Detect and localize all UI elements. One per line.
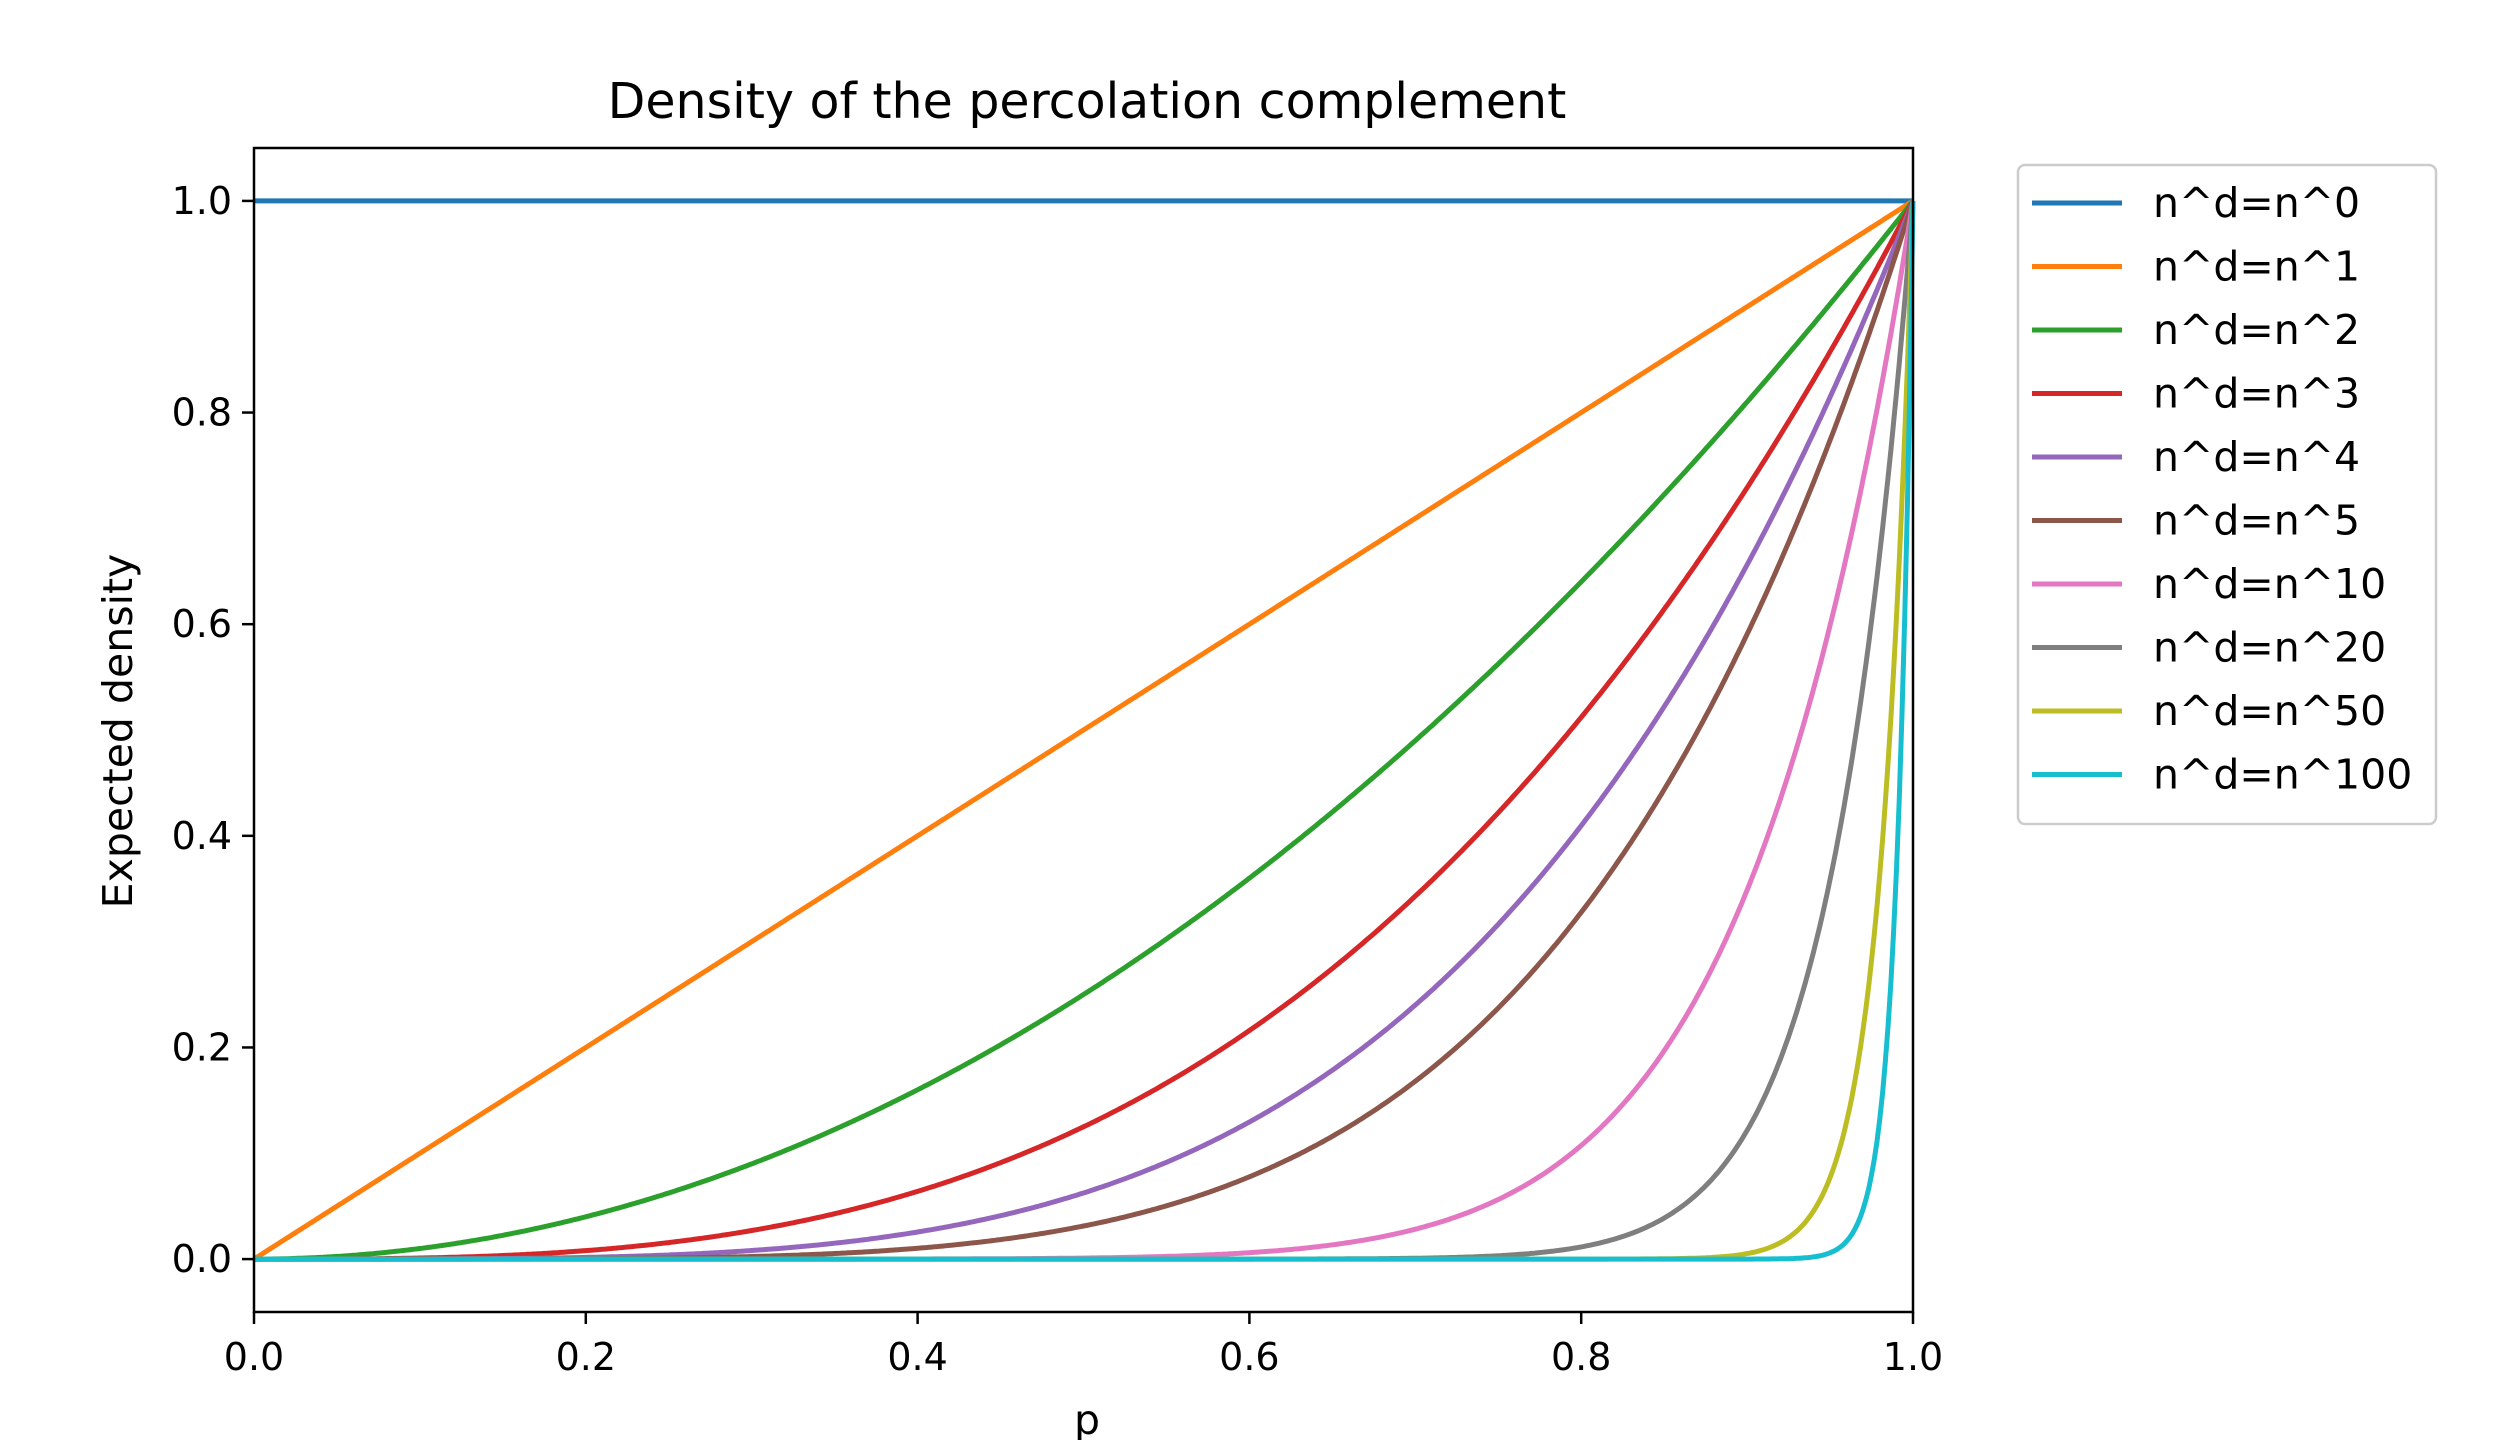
legend-label: n^d=n^50 <box>2153 687 2386 735</box>
series-line-2 <box>254 199 1915 1262</box>
x-tick-label: 0.6 <box>1219 1335 1279 1379</box>
x-tick-label: 0.8 <box>1551 1335 1611 1379</box>
legend-label: n^d=n^1 <box>2153 243 2360 291</box>
legend: n^d=n^0 n^d=n^1 n^d=n^2 n^d=n^3 n^d=n^4 n^d=n… <box>2016 163 2438 826</box>
x-tick-label: 0.2 <box>556 1335 616 1379</box>
y-tick-label: 0.8 <box>172 391 232 435</box>
plot-frame <box>252 146 1915 1314</box>
legend-label: n^d=n^3 <box>2153 370 2360 418</box>
y-tick-label: 1.0 <box>172 179 232 223</box>
x-tick-label: 0.4 <box>887 1335 947 1379</box>
series-line-9 <box>254 200 1916 1262</box>
legend-label: n^d=n^5 <box>2153 497 2360 545</box>
y-tick-label: 0.4 <box>172 814 232 858</box>
x-axis: 0.0 0.2 0.4 0.6 0.8 1.0 <box>224 1312 1943 1379</box>
y-tick-label: 0.2 <box>172 1025 232 1069</box>
series-line-1 <box>252 198 1915 1262</box>
x-axis-label: p <box>1074 1396 1100 1440</box>
y-axis: 0.0 0.2 0.4 0.6 0.8 1.0 <box>172 179 254 1281</box>
legend-label: n^d=n^10 <box>2153 560 2386 608</box>
legend-label: n^d=n^20 <box>2153 624 2386 672</box>
legend-label: n^d=n^4 <box>2153 433 2360 481</box>
x-tick-label: 1.0 <box>1883 1335 1943 1379</box>
x-tick-label: 0.0 <box>224 1335 284 1379</box>
y-axis-label: Expected density <box>94 554 142 909</box>
legend-label: n^d=n^100 <box>2153 751 2412 799</box>
legend-box <box>2016 163 2438 826</box>
chart-title: Density of the percolation complement <box>608 73 1567 130</box>
y-tick-label: 0.6 <box>172 602 232 646</box>
y-tick-label: 0.0 <box>172 1237 232 1281</box>
legend-label: n^d=n^0 <box>2153 179 2360 227</box>
legend-label: n^d=n^2 <box>2153 306 2360 354</box>
series-line-3 <box>254 199 1916 1262</box>
series-layer <box>252 198 1916 1262</box>
